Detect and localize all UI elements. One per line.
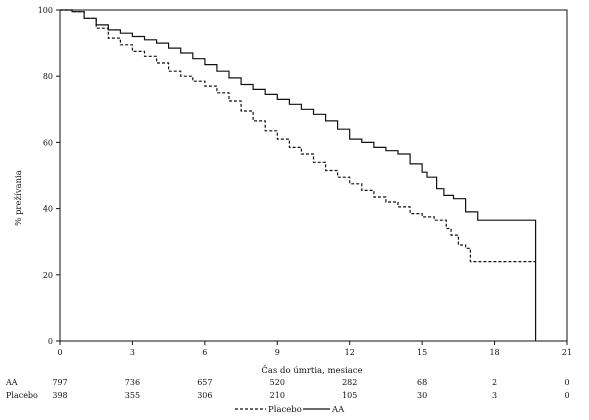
axis-ticks: 0 3 6 9 12 15 18 21 0 20 40 60 80 100 <box>38 6 572 357</box>
x-tick-label: 3 <box>130 348 135 357</box>
risk-cell: 2 <box>492 378 497 387</box>
x-tick-label: 0 <box>57 348 62 357</box>
y-tick-label: 40 <box>43 205 53 214</box>
x-tick-label: 18 <box>489 348 499 357</box>
risk-cell: 657 <box>197 378 212 387</box>
risk-cell: 282 <box>342 378 357 387</box>
y-tick-label: 0 <box>48 337 53 346</box>
risk-table: AA 797 736 657 520 282 68 2 0 Placebo 398 355 306 210… <box>5 378 570 400</box>
y-axis-title: % prežívania <box>13 170 24 226</box>
risk-cell: 0 <box>564 391 569 400</box>
risk-cell: 30 <box>417 391 427 400</box>
x-tick-label: 9 <box>275 348 280 357</box>
risk-cell: 105 <box>342 391 357 400</box>
y-tick-label: 20 <box>43 271 53 280</box>
y-tick-label: 60 <box>43 138 53 147</box>
y-tick-label: 80 <box>43 72 53 81</box>
risk-cell: 210 <box>270 391 285 400</box>
risk-cell: 355 <box>125 391 140 400</box>
risk-row-label: Placebo <box>6 391 38 400</box>
x-tick-label: 21 <box>562 348 572 357</box>
legend-aa-label: AA <box>331 405 345 415</box>
x-axis-title: Čas do úmrtia, mesiace <box>261 364 362 376</box>
x-tick-label: 15 <box>417 348 427 357</box>
legend: Placebo AA <box>235 405 345 415</box>
series-aa-line <box>60 9 537 341</box>
legend-placebo-label: Placebo <box>268 405 302 415</box>
series-layer <box>60 9 537 341</box>
risk-cell: 736 <box>125 378 140 387</box>
risk-cell: 3 <box>492 391 497 400</box>
series-placebo-line <box>60 9 536 263</box>
risk-cell: 398 <box>52 391 67 400</box>
plot-frame <box>59 9 568 342</box>
risk-cell: 520 <box>270 378 285 387</box>
risk-row-label: AA <box>5 378 18 387</box>
x-tick-label: 12 <box>345 348 355 357</box>
risk-cell: 306 <box>197 391 212 400</box>
risk-cell: 797 <box>52 378 67 387</box>
axes <box>59 9 568 342</box>
risk-cell: 68 <box>417 378 427 387</box>
x-tick-label: 6 <box>202 348 207 357</box>
y-tick-label: 100 <box>38 6 53 15</box>
risk-cell: 0 <box>564 378 569 387</box>
